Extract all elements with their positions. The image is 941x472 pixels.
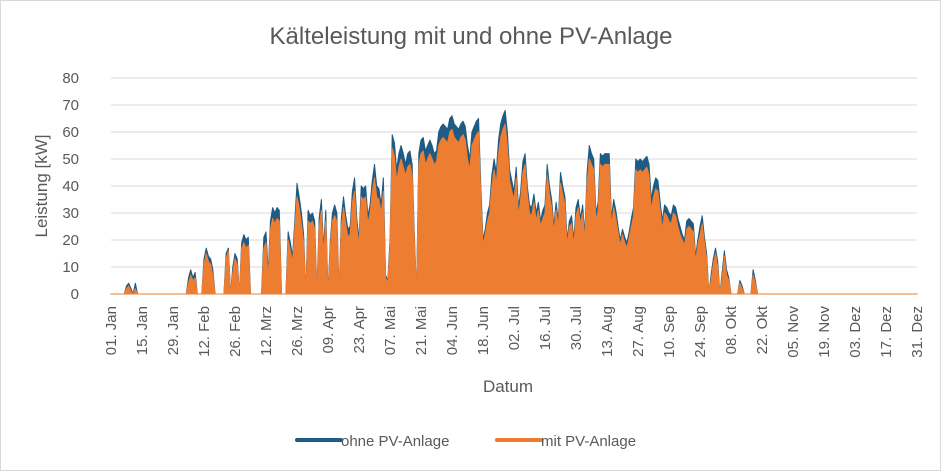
x-tick-label: 03. Dez [847, 306, 864, 358]
y-tick-label: 80 [62, 70, 79, 87]
x-tick-label: 26. Mrz [289, 306, 306, 356]
legend: ohne PV-Anlage mit PV-Anlage [295, 433, 636, 450]
x-tick-label: 12. Mrz [258, 306, 275, 356]
x-tick-label: 19. Nov [816, 306, 833, 358]
x-tick-label: 13. Aug [599, 306, 616, 357]
y-tick-label: 70 [62, 97, 79, 114]
series-area-mit-pv [110, 123, 918, 295]
x-tick-label: 27. Aug [630, 306, 647, 357]
chart-title: Kälteleistung mit und ohne PV-Anlage [270, 23, 673, 50]
x-tick-label: 26. Feb [227, 306, 244, 357]
x-tick-label: 02. Jul [506, 306, 523, 350]
x-tick-label: 07. Mai [382, 306, 399, 355]
x-tick-label: 21. Mai [413, 306, 430, 355]
y-axis-ticks: 0 10 20 30 40 50 60 70 80 [62, 70, 79, 303]
y-tick-label: 30 [62, 205, 79, 222]
plot-area [110, 109, 918, 295]
x-axis-title: Datum [483, 377, 533, 396]
y-tick-label: 20 [62, 232, 79, 249]
x-tick-label: 12. Feb [196, 306, 213, 357]
y-axis-title: Leistung [kW] [32, 135, 51, 238]
x-tick-label: 31. Dez [909, 306, 926, 358]
x-tick-label: 23. Apr [351, 306, 368, 354]
x-axis-ticks: 01. Jan 15. Jan 29. Jan 12. Feb 26. Feb 12. M… [103, 305, 926, 358]
y-tick-label: 50 [62, 151, 79, 168]
y-tick-label: 60 [62, 124, 79, 141]
x-tick-label: 17. Dez [878, 306, 895, 358]
x-tick-label: 05. Nov [785, 306, 802, 358]
y-tick-label: 40 [62, 178, 79, 195]
y-tick-label: 0 [71, 286, 79, 303]
x-tick-label: 22. Okt [754, 305, 771, 354]
x-tick-label: 29. Jan [165, 306, 182, 355]
legend-label: ohne PV-Anlage [341, 433, 449, 450]
x-tick-label: 04. Jun [444, 306, 461, 355]
x-tick-label: 01. Jan [103, 306, 120, 355]
x-tick-label: 24. Sep [692, 306, 709, 358]
y-tick-label: 10 [62, 259, 79, 276]
x-tick-label: 15. Jan [134, 306, 151, 355]
x-tick-label: 18. Jun [475, 306, 492, 355]
x-tick-label: 09. Apr [320, 306, 337, 354]
x-tick-label: 08. Okt [723, 305, 740, 354]
x-tick-label: 16. Jul [537, 306, 554, 350]
x-tick-label: 30. Jul [568, 306, 585, 350]
x-tick-label: 10. Sep [661, 306, 678, 358]
legend-label: mit PV-Anlage [541, 433, 636, 450]
